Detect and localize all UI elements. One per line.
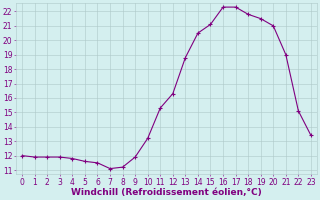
X-axis label: Windchill (Refroidissement éolien,°C): Windchill (Refroidissement éolien,°C) <box>71 188 262 197</box>
